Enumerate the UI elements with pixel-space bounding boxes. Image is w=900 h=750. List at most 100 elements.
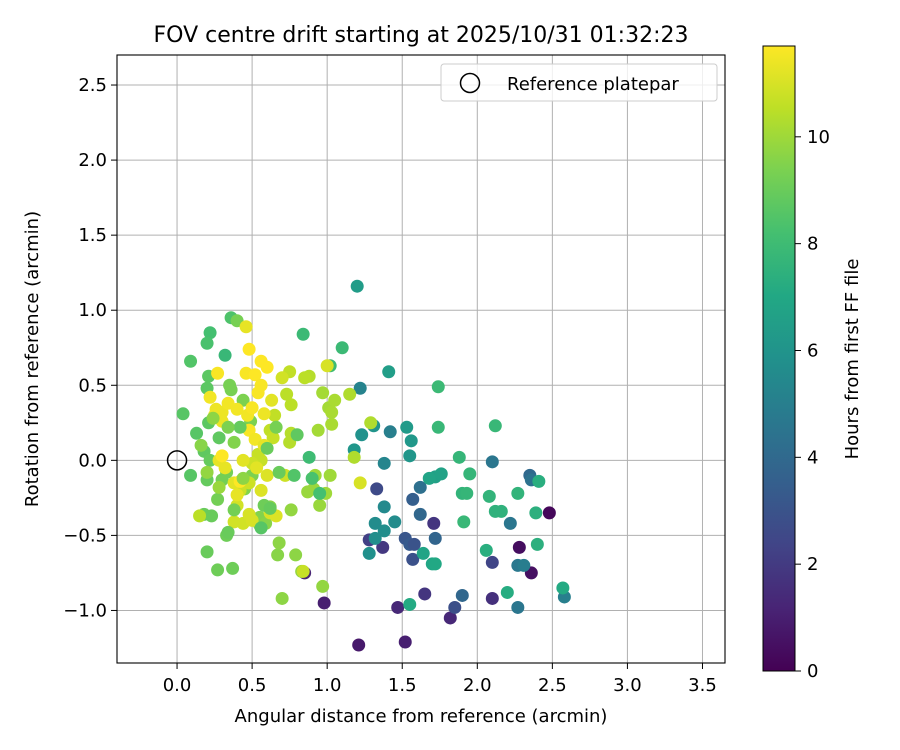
data-point bbox=[482, 489, 496, 503]
data-point bbox=[301, 485, 315, 499]
x-tick-label: 0.0 bbox=[163, 675, 192, 696]
data-point bbox=[193, 509, 207, 523]
data-point bbox=[457, 515, 471, 529]
data-point bbox=[530, 537, 544, 551]
data-point bbox=[218, 348, 232, 362]
data-point bbox=[503, 516, 517, 530]
data-point bbox=[272, 465, 286, 479]
data-point bbox=[245, 401, 259, 415]
data-point bbox=[269, 420, 283, 434]
data-point bbox=[494, 504, 508, 518]
data-point bbox=[224, 383, 238, 397]
data-point bbox=[227, 503, 241, 517]
data-point bbox=[532, 474, 546, 488]
plot-frame bbox=[116, 54, 726, 664]
x-tick-label: 1.0 bbox=[313, 675, 342, 696]
data-point bbox=[211, 366, 225, 380]
data-point bbox=[347, 450, 361, 464]
data-point bbox=[296, 564, 310, 578]
data-point bbox=[500, 585, 514, 599]
chart-title: FOV centre drift starting at 2025/10/31 … bbox=[154, 23, 689, 48]
data-point bbox=[407, 537, 421, 551]
x-tick-label: 1.5 bbox=[388, 675, 417, 696]
data-point bbox=[343, 387, 357, 401]
data-point bbox=[287, 468, 301, 482]
colorbar-tick-label: 6 bbox=[807, 340, 818, 361]
data-point bbox=[400, 420, 414, 434]
data-point bbox=[221, 420, 235, 434]
data-point bbox=[413, 507, 427, 521]
data-point bbox=[194, 438, 208, 452]
colorbar-tick-label: 4 bbox=[807, 447, 818, 468]
data-point bbox=[275, 371, 289, 385]
data-point bbox=[311, 423, 325, 437]
data-point bbox=[512, 540, 526, 554]
data-point bbox=[254, 483, 268, 497]
data-point bbox=[242, 507, 256, 521]
data-point bbox=[254, 378, 268, 392]
data-point bbox=[236, 471, 250, 485]
data-point bbox=[416, 546, 430, 560]
data-point bbox=[355, 428, 369, 442]
colorbar-tick-label: 10 bbox=[807, 127, 830, 148]
data-point bbox=[368, 516, 382, 530]
data-point bbox=[328, 393, 342, 407]
data-point bbox=[298, 371, 312, 385]
data-point bbox=[455, 588, 469, 602]
data-point bbox=[364, 416, 378, 430]
data-point bbox=[370, 482, 384, 496]
data-point bbox=[350, 279, 364, 293]
data-point bbox=[427, 516, 441, 530]
data-point bbox=[448, 600, 462, 614]
data-point bbox=[434, 467, 448, 481]
data-point bbox=[226, 561, 240, 575]
data-point bbox=[248, 368, 262, 382]
data-point bbox=[242, 342, 256, 356]
data-point bbox=[353, 476, 367, 490]
data-point bbox=[352, 638, 366, 652]
data-point bbox=[290, 428, 304, 442]
data-point bbox=[323, 468, 337, 482]
x-tick-label: 2.0 bbox=[463, 675, 492, 696]
data-point bbox=[265, 393, 279, 407]
x-tick-label: 3.5 bbox=[688, 675, 717, 696]
data-point bbox=[272, 536, 286, 550]
data-point bbox=[517, 558, 531, 572]
data-point bbox=[485, 555, 499, 569]
data-point bbox=[230, 402, 244, 416]
y-tick-label: −0.5 bbox=[63, 525, 107, 546]
x-tick-label: 3.0 bbox=[613, 675, 642, 696]
legend-box bbox=[440, 63, 718, 102]
data-point bbox=[268, 408, 282, 422]
data-point bbox=[254, 521, 268, 535]
data-point bbox=[556, 581, 570, 595]
colorbar: 0 2 4 6 8 10 Hours from first FF file bbox=[762, 45, 863, 682]
data-point bbox=[325, 417, 339, 431]
colorbar-label: Hours from first FF file bbox=[842, 259, 863, 460]
data-point bbox=[236, 453, 250, 467]
colorbar-gradient bbox=[762, 45, 796, 672]
data-point bbox=[320, 359, 334, 373]
data-point bbox=[275, 591, 289, 605]
data-point bbox=[388, 515, 402, 529]
data-point bbox=[460, 486, 474, 500]
data-point bbox=[215, 449, 229, 463]
data-point bbox=[377, 456, 391, 470]
data-point bbox=[431, 420, 445, 434]
data-point bbox=[221, 525, 235, 539]
colorbar-tick-label: 2 bbox=[807, 554, 818, 575]
data-point bbox=[271, 548, 285, 562]
data-point bbox=[428, 557, 442, 571]
data-point bbox=[239, 320, 253, 334]
data-point bbox=[313, 486, 327, 500]
data-point bbox=[335, 341, 349, 355]
data-point bbox=[280, 387, 294, 401]
y-tick-label: 1.0 bbox=[78, 300, 107, 321]
data-point bbox=[227, 435, 241, 449]
data-point bbox=[260, 468, 274, 482]
data-point bbox=[431, 380, 445, 394]
data-point bbox=[428, 531, 442, 545]
data-point bbox=[317, 596, 331, 610]
y-tick-label: 0.5 bbox=[78, 375, 107, 396]
data-point bbox=[368, 531, 382, 545]
